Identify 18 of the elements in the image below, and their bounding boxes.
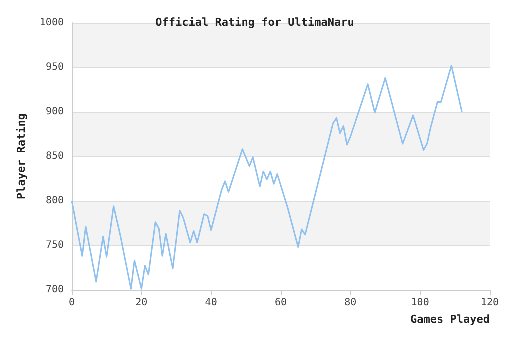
x-tick-label: 40 [205,298,218,308]
y-tick-label: 700 [46,284,64,296]
x-tick-label: 80 [344,298,357,308]
y-tick-label: 850 [46,151,64,162]
x-tick-label: 20 [136,298,148,308]
x-tick-label: 100 [411,298,430,308]
x-tick-label: 60 [274,298,288,308]
y-tick-label: 750 [46,240,64,251]
y-axis-title: Player Rating [15,113,28,200]
x-tick-label: 120 [480,298,499,308]
y-tick-label: 900 [46,106,64,118]
x-tick-label: 0 [68,298,76,308]
y-tick-label: 950 [46,62,64,73]
y-tick-label: 1000 [40,18,64,28]
y-tick-label: 800 [46,196,64,206]
line-series [71,64,463,290]
x-axis-title: Games Played [410,313,490,326]
chart-title: Official Rating for UltimaNaru [156,16,354,29]
